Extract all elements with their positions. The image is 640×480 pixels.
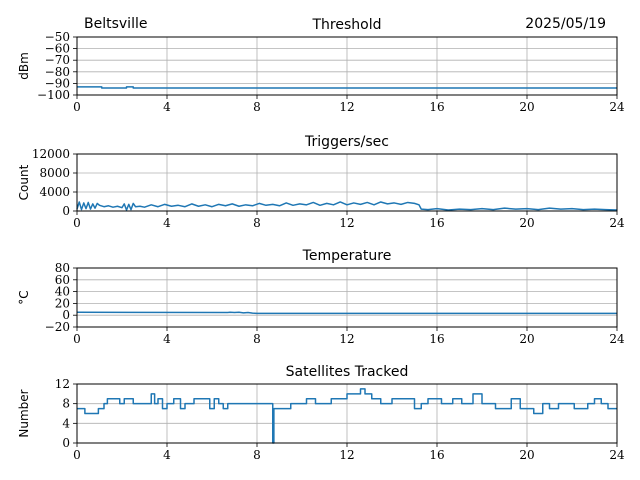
x-tick-label: 24 bbox=[609, 216, 625, 230]
y-tick-label: −70 bbox=[45, 53, 70, 67]
y-tick-label: 60 bbox=[55, 273, 70, 287]
x-tick-label: 0 bbox=[73, 332, 81, 346]
x-tick-label: 8 bbox=[253, 216, 261, 230]
x-tick-label: 4 bbox=[163, 100, 171, 114]
y-tick-label: 12000 bbox=[32, 147, 70, 161]
y-axis-label: Number bbox=[17, 389, 31, 437]
y-tick-label: −50 bbox=[45, 30, 70, 44]
x-tick-label: 24 bbox=[609, 448, 625, 462]
y-tick-label: 0 bbox=[62, 436, 70, 450]
x-tick-label: 16 bbox=[429, 332, 444, 346]
panel-2: 0 4 8 12 16 20 24 0 4000 8000 12000 Triggers/sec Cou… bbox=[17, 134, 625, 230]
panel-title: Triggers/sec bbox=[304, 134, 389, 150]
x-tick-label: 12 bbox=[339, 216, 354, 230]
x-tick-label: 4 bbox=[163, 332, 171, 346]
x-tick-label: 24 bbox=[609, 332, 625, 346]
x-tick-label: 12 bbox=[339, 100, 354, 114]
y-tick-label: 8000 bbox=[39, 166, 70, 180]
x-tick-label: 20 bbox=[519, 100, 534, 114]
x-tick-label: 4 bbox=[163, 216, 171, 230]
panel-title: Threshold bbox=[312, 17, 382, 33]
series-line bbox=[76, 201, 618, 211]
x-tick-label: 16 bbox=[429, 216, 444, 230]
x-tick-label: 12 bbox=[339, 448, 354, 462]
y-tick-label: 12 bbox=[55, 377, 70, 391]
x-tick-label: 0 bbox=[73, 448, 81, 462]
y-tick-label: −20 bbox=[45, 320, 70, 334]
x-tick-label: 4 bbox=[163, 448, 171, 462]
panel-title: Temperature bbox=[302, 248, 392, 264]
y-tick-label: 80 bbox=[55, 261, 70, 275]
station-label: Beltsville bbox=[84, 16, 147, 32]
x-tick-label: 20 bbox=[519, 216, 534, 230]
x-tick-label: 0 bbox=[73, 100, 81, 114]
y-tick-label: −80 bbox=[45, 65, 70, 79]
y-axis-label: °C bbox=[17, 290, 31, 304]
y-tick-label: 4 bbox=[62, 416, 70, 430]
y-tick-label: 4000 bbox=[39, 185, 70, 199]
x-tick-label: 8 bbox=[253, 332, 261, 346]
y-tick-label: 0 bbox=[62, 204, 70, 218]
x-tick-label: 8 bbox=[253, 100, 261, 114]
series-line bbox=[77, 86, 617, 89]
y-axis-label: Count bbox=[17, 164, 31, 200]
y-tick-label: −90 bbox=[45, 76, 70, 90]
x-tick-label: 0 bbox=[73, 216, 81, 230]
y-axis-label: dBm bbox=[17, 52, 31, 80]
y-tick-label: −100 bbox=[37, 88, 70, 102]
y-tick-label: −60 bbox=[45, 42, 70, 56]
y-tick-label: 8 bbox=[62, 397, 70, 411]
series-line bbox=[77, 388, 617, 444]
panel-title: Satellites Tracked bbox=[286, 364, 409, 380]
y-tick-label: 20 bbox=[55, 296, 70, 310]
y-tick-label: 40 bbox=[55, 285, 70, 299]
x-tick-label: 16 bbox=[429, 100, 444, 114]
date-label: 2025/05/19 bbox=[525, 16, 606, 32]
x-tick-label: 24 bbox=[609, 100, 625, 114]
panel-1: 0 4 8 12 16 20 24 −100−90−80−70−60−50 Threshold d… bbox=[17, 17, 625, 114]
panel-4: 0 4 8 12 16 20 24 0 4 8 12 Satellites Tracked Number bbox=[17, 364, 625, 462]
x-tick-label: 20 bbox=[519, 448, 534, 462]
x-tick-label: 16 bbox=[429, 448, 444, 462]
x-tick-label: 20 bbox=[519, 332, 534, 346]
x-tick-label: 12 bbox=[339, 332, 354, 346]
y-tick-label: 0 bbox=[62, 308, 70, 322]
x-tick-label: 8 bbox=[253, 448, 261, 462]
chart-panels: 0 4 8 12 16 20 24 −100−90−80−70−60−50 Threshold d… bbox=[17, 17, 625, 462]
series-line bbox=[76, 311, 617, 315]
